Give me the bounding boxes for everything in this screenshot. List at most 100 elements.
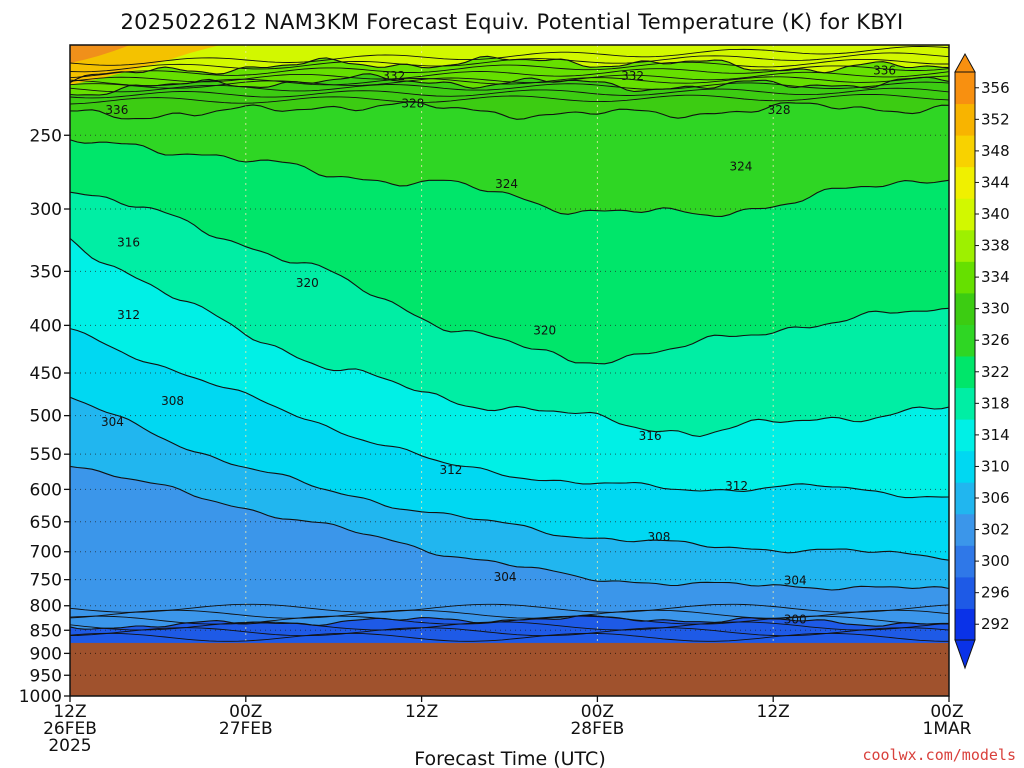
x-tick-label-1-1: 00Z (229, 702, 262, 722)
colorbar-swatch-302 (955, 513, 975, 546)
contour-308 (70, 396, 949, 561)
y-tick-label-650: 650 (30, 513, 62, 533)
contour-label-text: 336 (873, 63, 896, 77)
colorbar-swatch-348 (955, 135, 975, 168)
y-tick-label-250: 250 (30, 126, 62, 146)
contour-label-text: 312 (117, 308, 140, 322)
contour-label-text: 320 (533, 323, 556, 337)
contour-label-text: 312 (725, 479, 748, 493)
y-tick-label-800: 800 (30, 597, 62, 617)
colorbar-swatch-300 (955, 545, 975, 578)
contour-lower-5 (70, 632, 949, 642)
x-tick-label-4-1: 12Z (757, 702, 790, 722)
contour-label-3: 332 (621, 69, 644, 83)
contour-label-16: 312 (725, 479, 748, 493)
colorbar-label-338: 338 (981, 237, 1010, 255)
contour-lower-4 (70, 627, 949, 637)
contour-304 (70, 465, 949, 591)
contour-label-5: 336 (873, 63, 896, 77)
gridlines (70, 45, 949, 696)
contour-label-text: 316 (117, 236, 140, 250)
colorbar-label-314: 314 (981, 426, 1010, 444)
y-tick-label-300: 300 (30, 200, 62, 220)
contour-label-text: 304 (784, 574, 807, 588)
colorbar-swatch-296 (955, 576, 975, 609)
y-tick-label-400: 400 (30, 316, 62, 336)
color-fill-bands (70, 45, 949, 696)
colorbar-label-330: 330 (981, 300, 1010, 318)
colorbar-label-352: 352 (981, 110, 1010, 128)
colorbar-label-318: 318 (981, 394, 1010, 412)
contour-label-13: 304 (101, 415, 124, 429)
contour-upper-7 (70, 87, 949, 99)
contour-upper-5 (70, 75, 949, 87)
colorbar-label-306: 306 (981, 489, 1010, 507)
contour-324 (70, 139, 949, 217)
contour-upper-8 (70, 93, 949, 105)
x-axis-label: Forecast Time (UTC) (414, 748, 605, 768)
contour-label-text: 324 (730, 159, 753, 173)
colorbar-label-356: 356 (981, 79, 1010, 97)
colorbar-label-340: 340 (981, 205, 1010, 223)
y-tick-label-850: 850 (30, 621, 62, 641)
contour-label-text: 300 (784, 613, 807, 627)
contour-label-7: 324 (730, 159, 753, 173)
colorbar-swatch-344 (955, 166, 975, 199)
contour-lower-1 (70, 609, 949, 619)
contour-label-text: 324 (495, 177, 518, 191)
contour-label-9: 320 (296, 276, 319, 290)
colorbar-frame (954, 71, 976, 641)
colorbar-label-300: 300 (981, 552, 1010, 570)
colorbar-swatch-352 (955, 103, 975, 136)
contour-label-text: 312 (439, 463, 462, 477)
colorbar-label-302: 302 (981, 521, 1010, 539)
contour-lower-0 (70, 603, 949, 613)
colorbar-label-344: 344 (981, 173, 1010, 191)
colorbar-bottom-arrow (954, 639, 976, 670)
contour-label-14: 316 (639, 429, 662, 443)
contour-label-18: 304 (494, 570, 517, 584)
y-tick-label-1000: 1000 (19, 687, 62, 707)
contour-label-17: 308 (647, 530, 670, 544)
colorbar-label-348: 348 (981, 142, 1010, 160)
contour-label-text: 308 (647, 530, 670, 544)
colorbar-swatch-338 (955, 229, 975, 262)
y-tick-label-700: 700 (30, 543, 62, 563)
contour-label-20: 300 (784, 613, 807, 627)
contour-label-19: 304 (784, 574, 807, 588)
contour-300 (70, 614, 949, 630)
colorbar-label-322: 322 (981, 363, 1010, 381)
colorbar-label-292: 292 (981, 615, 1010, 633)
colorbar-label-296: 296 (981, 584, 1010, 602)
band-hot-corner (70, 45, 130, 63)
contour-320 (70, 191, 949, 365)
plot-area (70, 45, 949, 696)
ground-below-surface (70, 642, 949, 696)
y-tick-label-900: 900 (30, 644, 62, 664)
colorbar-swatch-330 (955, 292, 975, 325)
contour-316 (70, 237, 949, 438)
contour-labels: 336 332 328 332 328 336 324 324 316 320 312 320 308 3… (101, 63, 896, 627)
contour-label-0: 336 (105, 103, 128, 117)
contour-upper-0 (70, 46, 949, 66)
contour-label-1: 332 (382, 69, 405, 83)
colorbar-top-arrow (954, 52, 976, 73)
colorbar-swatch-326 (955, 324, 975, 357)
contour-328 (70, 100, 949, 120)
contour-label-text: 316 (639, 429, 662, 443)
y-tick-label-600: 600 (30, 480, 62, 500)
x-tick-label-5-2: 1MAR (923, 719, 972, 739)
contour-upper-6 (70, 81, 949, 93)
colorbar-swatch-334 (955, 261, 975, 294)
y-tick-label-500: 500 (30, 407, 62, 427)
colorbar-swatch-292 (955, 608, 975, 641)
contour-label-12: 308 (161, 394, 184, 408)
contour-label-text: 308 (161, 394, 184, 408)
contour-label-text: 332 (382, 69, 405, 83)
colorbar-swatch-322 (955, 356, 975, 389)
colorbar-swatch-306 (955, 482, 975, 515)
colorbar-swatch-340 (955, 198, 975, 231)
contour-label-text: 328 (768, 103, 791, 117)
